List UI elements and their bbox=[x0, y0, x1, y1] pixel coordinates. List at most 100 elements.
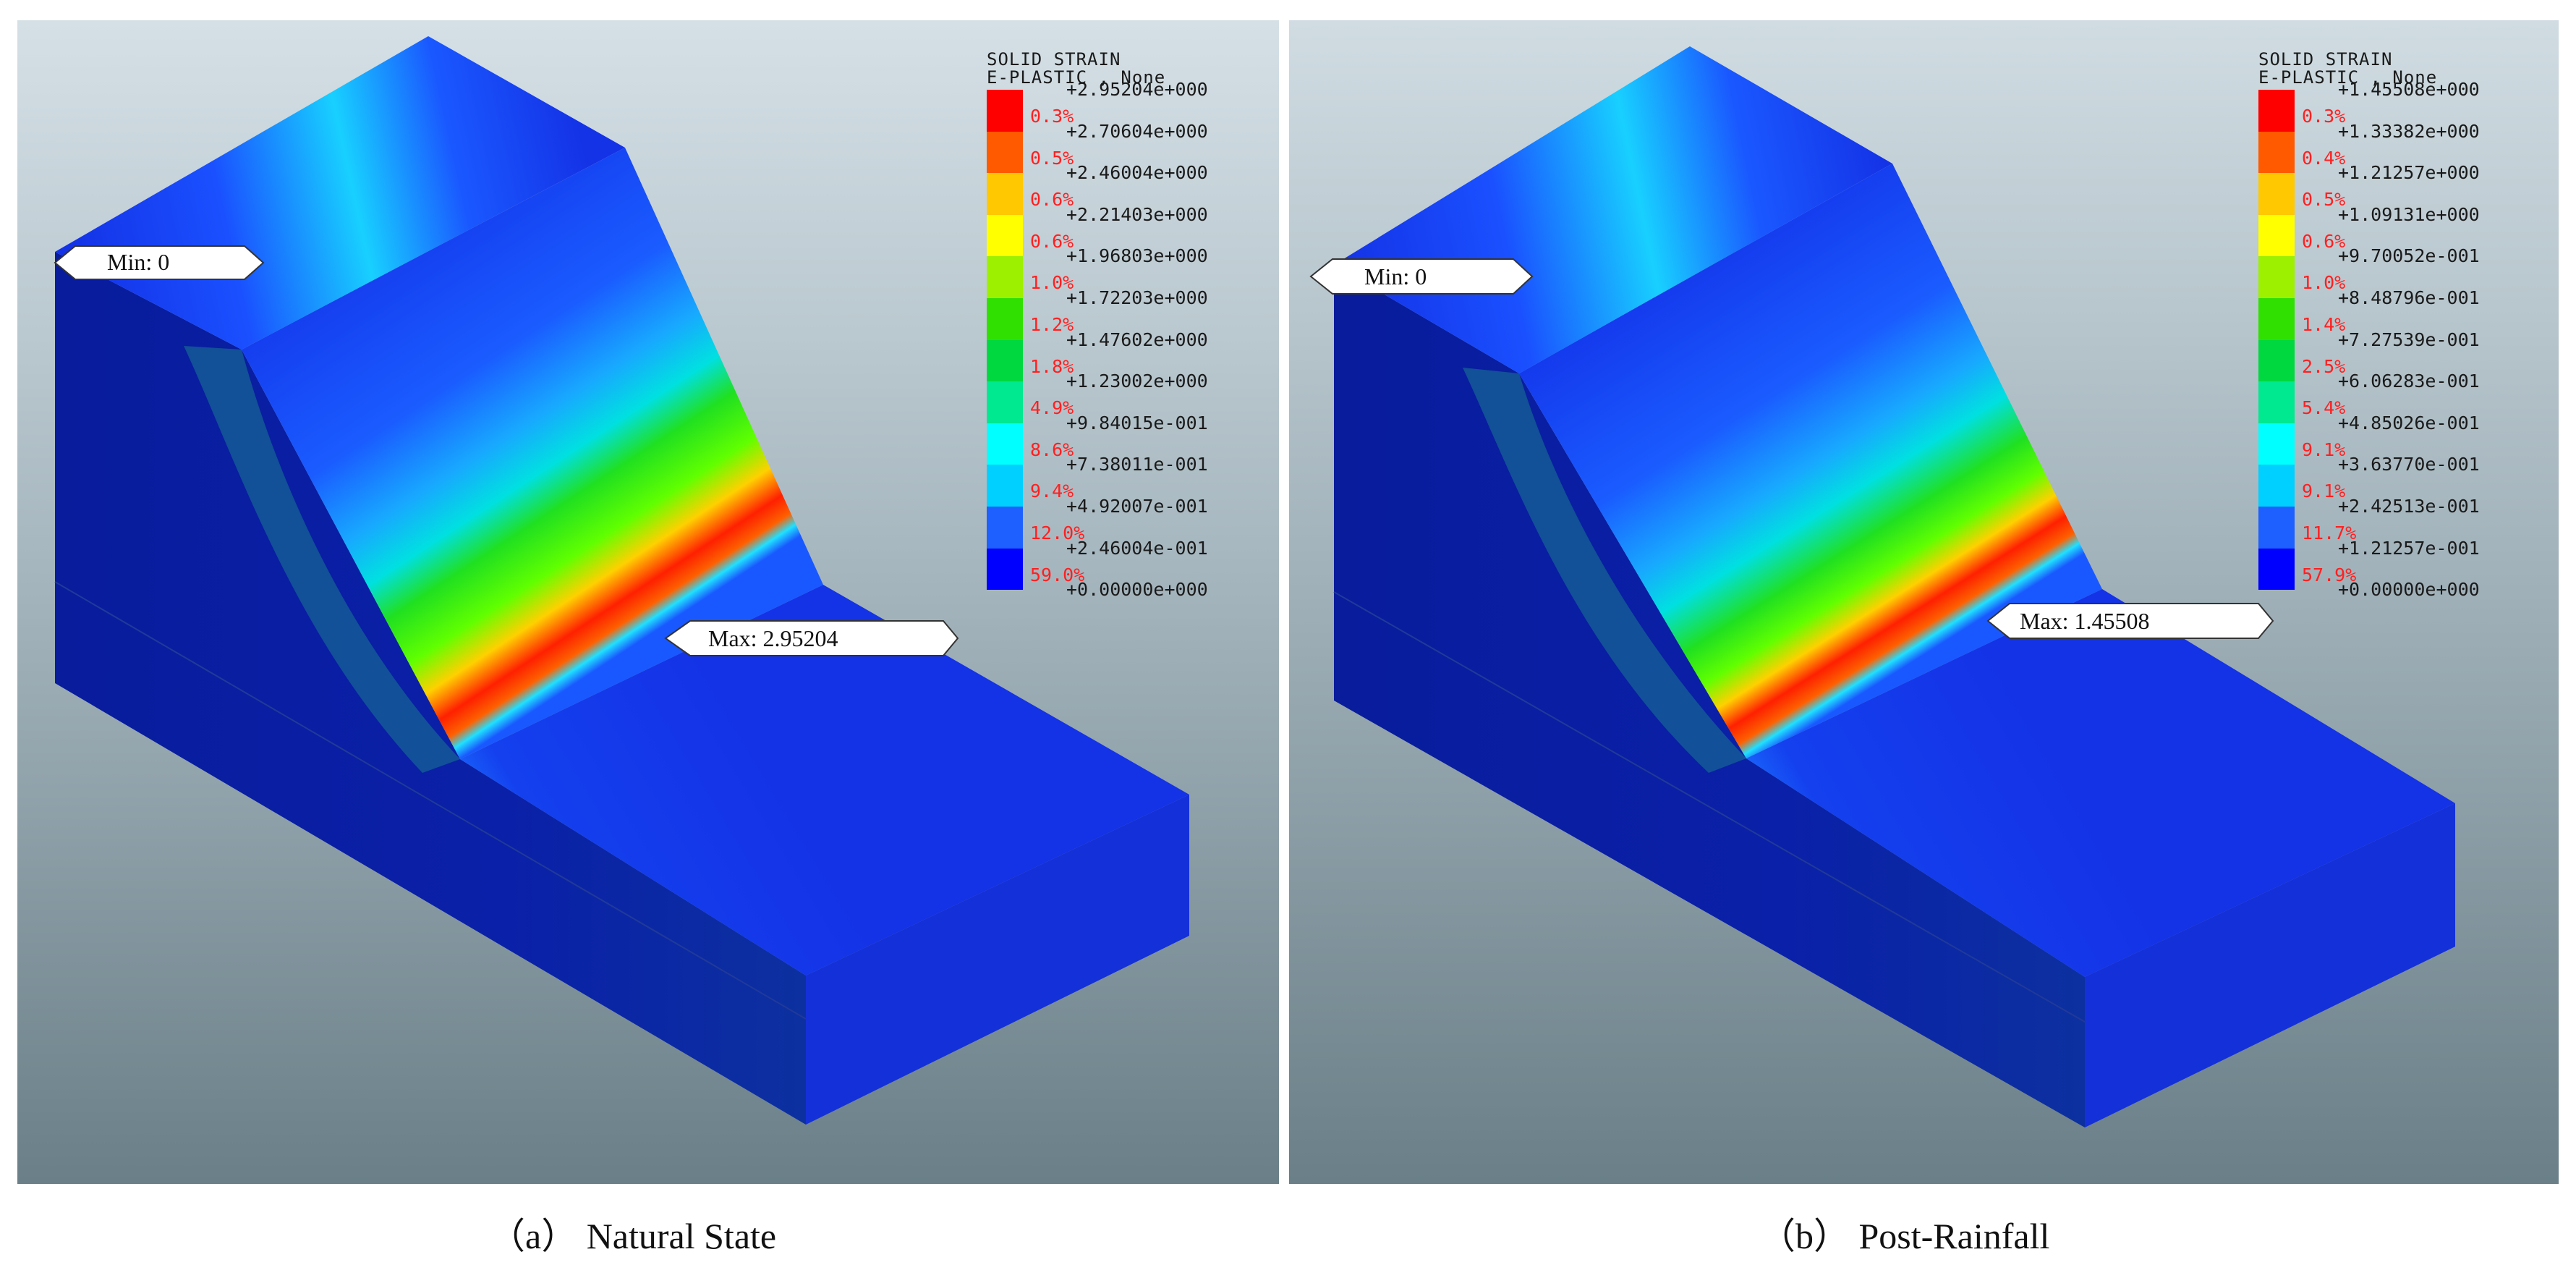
legend-value: +2.21403e+000 bbox=[1066, 203, 1208, 225]
legend-percent: 1.8% bbox=[1030, 355, 1074, 377]
legend-value: +1.21257e-001 bbox=[2338, 537, 2480, 559]
legend-value: +7.27539e-001 bbox=[2338, 329, 2480, 350]
legend-swatch bbox=[2258, 381, 2295, 423]
legend-title-line1: SOLID STRAIN bbox=[2258, 49, 2393, 69]
panel-post-rainfall: Min: 0 Max: 1.45508 SOLID STRAIN E-PLAST… bbox=[1289, 20, 2559, 1184]
legend-value: +2.46004e-001 bbox=[1066, 537, 1208, 559]
legend-title-line1: SOLID STRAIN bbox=[987, 49, 1121, 69]
legend-percent: 0.3% bbox=[1030, 106, 1074, 127]
legend-swatch bbox=[2258, 297, 2295, 340]
legend-swatch bbox=[2258, 173, 2295, 215]
legend-percent: 0.3% bbox=[2302, 106, 2346, 127]
legend-title-line2: E-PLASTIC , None bbox=[2258, 67, 2438, 88]
legend-value: +6.06283e-001 bbox=[2338, 371, 2480, 392]
legend-value: +8.48796e-001 bbox=[2338, 287, 2480, 308]
legend-value: +1.33382e+000 bbox=[2338, 120, 2480, 142]
legend-percent: 1.0% bbox=[2302, 272, 2346, 294]
legend-value: +7.38011e-001 bbox=[1066, 454, 1208, 475]
legend-percent: 0.5% bbox=[2302, 189, 2346, 211]
contour-legend: SOLID STRAIN E-PLASTIC , None 0.3% 0.5% … bbox=[987, 49, 1279, 600]
legend-swatch bbox=[987, 214, 1023, 257]
legend-percent: 4.9% bbox=[1030, 397, 1074, 419]
legend-percent: 8.6% bbox=[1030, 439, 1074, 460]
model-slope-face bbox=[1519, 164, 2102, 758]
legend-percent: 2.5% bbox=[2302, 355, 2346, 377]
legend-percent: 0.5% bbox=[1030, 147, 1074, 169]
legend-percent: 9.1% bbox=[2302, 439, 2346, 460]
min-marker: Min: 0 bbox=[1309, 258, 1534, 295]
min-label: Min: 0 bbox=[1364, 263, 1427, 289]
layer-boundary bbox=[54, 581, 807, 1020]
model-slope-face bbox=[242, 148, 823, 759]
side-shear-band bbox=[1463, 368, 1746, 773]
legend-value: +1.21257e+000 bbox=[2338, 162, 2480, 184]
legend-value: +1.09131e+000 bbox=[2338, 203, 2480, 225]
legend-percent: 0.6% bbox=[1030, 230, 1074, 252]
legend-swatch bbox=[987, 506, 1023, 549]
legend-title-line2: E-PLASTIC , None bbox=[987, 67, 1166, 88]
legend-swatch bbox=[987, 256, 1023, 298]
legend-swatch bbox=[2258, 214, 2295, 257]
legend-scale: 0.3% 0.5% 0.6% 0.6% 1.0% 1.2% 1.8% 4.9% … bbox=[987, 80, 1279, 600]
legend-percent: 59.0% bbox=[1030, 564, 1085, 585]
legend-swatch bbox=[987, 131, 1023, 174]
legend-swatch bbox=[987, 548, 1023, 591]
legend-swatch bbox=[2258, 131, 2295, 174]
legend-value: +0.00000e+000 bbox=[2338, 579, 2480, 601]
legend-value: +2.95204e+000 bbox=[1066, 79, 1208, 100]
legend-percent: 9.1% bbox=[2302, 481, 2346, 502]
legend-swatch bbox=[987, 339, 1023, 382]
max-label: Max: 2.95204 bbox=[708, 625, 838, 651]
legend-value: +1.23002e+000 bbox=[1066, 371, 1208, 392]
legend-percent: 5.4% bbox=[2302, 397, 2346, 419]
contour-legend: SOLID STRAIN E-PLASTIC , None 0.3% 0.4% … bbox=[2258, 49, 2559, 600]
legend-value: +1.47602e+000 bbox=[1066, 329, 1208, 350]
min-marker: Min: 0 bbox=[54, 245, 265, 280]
legend-swatch bbox=[987, 423, 1023, 465]
legend-swatch bbox=[2258, 548, 2295, 591]
max-marker: Max: 1.45508 bbox=[1986, 603, 2274, 639]
legend-value: +1.45508e+000 bbox=[2338, 79, 2480, 100]
model-toe-surface bbox=[1746, 589, 2455, 977]
legend-swatch bbox=[2258, 506, 2295, 549]
legend-value: +9.84015e-001 bbox=[1066, 412, 1208, 433]
legend-value: +4.92007e-001 bbox=[1066, 496, 1208, 517]
legend-swatch bbox=[987, 90, 1023, 132]
legend-percent: 12.0% bbox=[1030, 522, 1085, 543]
legend-value: +1.72203e+000 bbox=[1066, 287, 1208, 308]
legend-percent: 0.6% bbox=[1030, 189, 1074, 211]
layer-boundary bbox=[1333, 591, 2086, 1023]
max-label: Max: 1.45508 bbox=[2020, 608, 2150, 634]
legend-percent: 1.2% bbox=[1030, 313, 1074, 335]
legend-swatch bbox=[2258, 465, 2295, 507]
model-right-face bbox=[2085, 803, 2455, 1127]
legend-value: +2.70604e+000 bbox=[1066, 120, 1208, 142]
legend-swatch bbox=[987, 465, 1023, 507]
slope-model-view: Min: 0 Max: 1.45508 bbox=[1289, 20, 2559, 1184]
caption-natural-state: （a） Natural State bbox=[489, 1216, 777, 1256]
legend-value: +9.70052e-001 bbox=[2338, 245, 2480, 267]
legend-value: +3.63770e-001 bbox=[2338, 454, 2480, 475]
legend-percent: 11.7% bbox=[2302, 522, 2357, 543]
legend-percent: 9.4% bbox=[1030, 481, 1074, 502]
legend-value: +2.42513e-001 bbox=[2338, 496, 2480, 517]
max-marker: Max: 2.95204 bbox=[664, 620, 959, 656]
min-label: Min: 0 bbox=[107, 249, 169, 275]
panel-natural-state: Min: 0 Max: 2.95204 SOLID STRAIN E-PLAST… bbox=[17, 20, 1279, 1184]
legend-swatch bbox=[987, 297, 1023, 340]
legend-swatch bbox=[2258, 339, 2295, 382]
legend-percent: 57.9% bbox=[2302, 564, 2357, 585]
caption-post-rainfall: （b） Post-Rainfall bbox=[1759, 1216, 2050, 1256]
legend-swatch bbox=[987, 381, 1023, 423]
model-toe-surface bbox=[460, 585, 1189, 976]
legend-percent: 0.4% bbox=[2302, 147, 2346, 169]
slope-model-view: Min: 0 Max: 2.95204 bbox=[17, 20, 1279, 1184]
legend-swatch bbox=[2258, 423, 2295, 465]
legend-swatch bbox=[2258, 256, 2295, 298]
legend-value: +0.00000e+000 bbox=[1066, 579, 1208, 601]
legend-percent: 1.4% bbox=[2302, 313, 2346, 335]
legend-swatch bbox=[987, 173, 1023, 215]
legend-percent: 1.0% bbox=[1030, 272, 1074, 294]
legend-swatch bbox=[2258, 90, 2295, 132]
legend-value: +1.96803e+000 bbox=[1066, 245, 1208, 267]
